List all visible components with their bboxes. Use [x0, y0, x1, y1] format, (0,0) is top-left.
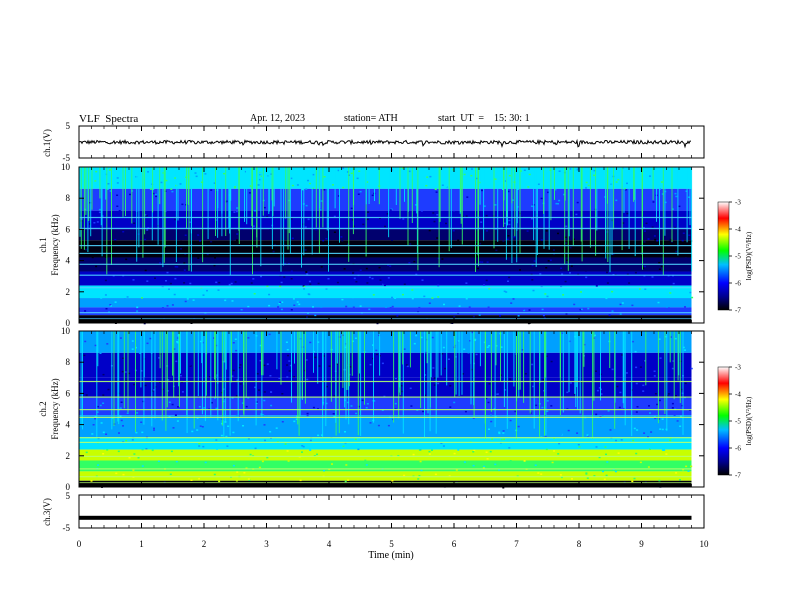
ch2-spectrogram-image — [79, 331, 693, 489]
ch1-ylabel: ch.1(V) — [42, 129, 52, 157]
frequency-tick-label: 6 — [66, 224, 71, 234]
ch1-spectrogram-image — [79, 167, 694, 325]
ch1-ytick-top: 5 — [66, 121, 71, 131]
ch1-waveform-trace — [78, 138, 692, 149]
frequency-tick-label: 4 — [66, 256, 71, 266]
ch2-spectrogram-panel: 0 2 4 6 8 10 ch.2 Frequency (kHz) — [38, 326, 705, 492]
time-tick-label: 2 — [202, 539, 207, 549]
ch1-spectrogram-panel: 0 2 4 6 8 10 ch.1 Frequency (kHz) — [38, 162, 705, 328]
frequency-tick-label: 4 — [66, 420, 71, 430]
time-axis: 0 1 2 3 4 5 6 7 8 9 10 — [77, 126, 709, 549]
ch1-ytick-bottom: -5 — [63, 153, 71, 163]
frequency-tick-label: 2 — [66, 287, 71, 297]
colorbar-label: log(PSD)(V²/Hz) — [745, 396, 753, 445]
time-tick-label: 5 — [389, 539, 394, 549]
colorbar-tick-label: -5 — [735, 418, 741, 426]
ch1-colorbar: -3 -4 -5 -6 -7 log(PSD)(V²/Hz) — [717, 199, 753, 315]
ch2-spec-ylabel-channel: ch.2 — [38, 401, 48, 416]
ch3-ylabel: ch.3(V) — [42, 498, 52, 526]
ch3-waveform-trace — [79, 515, 692, 520]
ch1-frequency-ticks: 0 2 4 6 8 10 — [61, 162, 704, 328]
ch2-colorbar: -3 -4 -5 -6 -7 log(PSD)(V²/Hz) — [717, 364, 753, 480]
frequency-tick-label: 10 — [61, 326, 71, 336]
time-tick-label: 6 — [452, 539, 457, 549]
time-tick-label: 0 — [77, 539, 82, 549]
time-tick-label: 1 — [139, 539, 144, 549]
time-tick-label: 4 — [327, 539, 332, 549]
start-time-label: start UT = 15: 30: 1 — [438, 113, 530, 124]
station-label: station= ATH — [344, 113, 398, 124]
figure-title: VLF Spectra — [79, 113, 139, 125]
colorbar-tick-label: -7 — [735, 472, 741, 480]
frequency-tick-label: 0 — [66, 318, 71, 328]
colorbar-tick-label: -3 — [735, 364, 741, 372]
colorbar-tick-label: -6 — [735, 280, 741, 288]
date-label: Apr. 12, 2023 — [250, 113, 305, 124]
time-tick-label: 9 — [639, 539, 644, 549]
frequency-tick-label: 10 — [61, 162, 71, 172]
colorbar-tick-label: -3 — [735, 199, 741, 207]
frequency-tick-label: 8 — [66, 357, 71, 367]
time-tick-label: 10 — [700, 539, 710, 549]
time-tick-label: 7 — [514, 539, 519, 549]
ch1-spec-ylabel-channel: ch.1 — [38, 237, 48, 252]
frequency-tick-label: 6 — [66, 388, 71, 398]
ch2-frequency-ticks: 0 2 4 6 8 10 — [61, 326, 704, 492]
time-tick-label: 8 — [577, 539, 582, 549]
ch3-ytick-bottom: -5 — [63, 523, 71, 533]
x-axis-label: Time (min) — [368, 550, 413, 561]
colorbar-label: log(PSD)(V²/Hz) — [745, 231, 753, 280]
ch3-ytick-top: 5 — [66, 491, 71, 501]
colorbar-tick-label: -5 — [735, 253, 741, 261]
colorbar-tick-label: -6 — [735, 445, 741, 453]
colorbar-tick-label: -4 — [735, 391, 741, 399]
colorbar-tick-label: -7 — [735, 307, 741, 315]
ch2-spec-ylabel-frequency: Frequency (kHz) — [50, 378, 60, 439]
time-tick-label: 3 — [264, 539, 269, 549]
colorbar-tick-label: -4 — [735, 226, 741, 234]
frequency-tick-label: 2 — [66, 451, 71, 461]
ch1-spec-ylabel-frequency: Frequency (kHz) — [50, 214, 60, 275]
frequency-tick-label: 0 — [66, 482, 71, 492]
frequency-tick-label: 8 — [66, 193, 71, 203]
